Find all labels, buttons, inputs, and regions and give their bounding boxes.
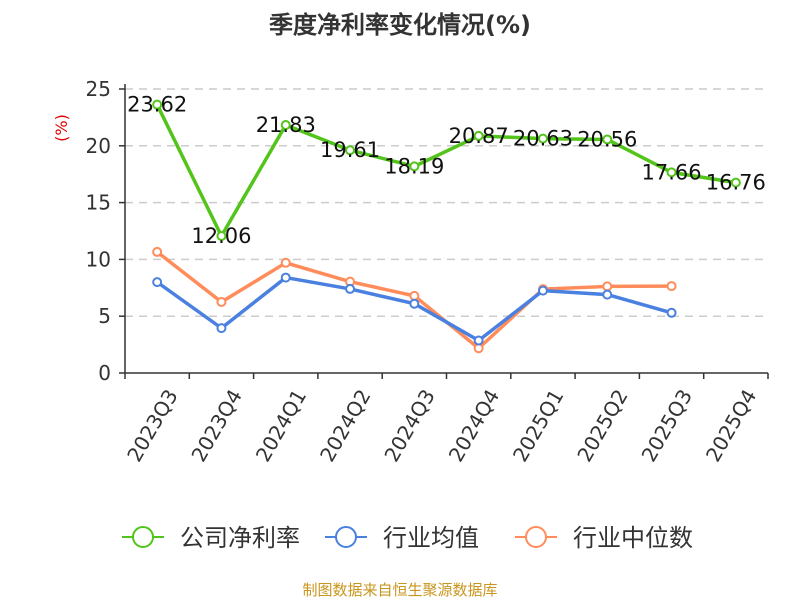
legend-marker-icon [525,526,547,548]
data-label: 21.83 [256,113,316,137]
legend-label: 行业中位数 [573,524,693,552]
data-label: 20.87 [449,124,509,148]
data-label: 23.62 [127,93,187,117]
legend-label: 公司净利率 [180,524,300,552]
y-tick-label: 5 [98,304,111,328]
data-label: 17.66 [641,160,701,184]
data-point [280,120,291,131]
data-point [216,230,227,241]
data-point [216,297,227,307]
x-tick-label: 2025Q2 [572,385,632,466]
data-point [409,290,420,301]
data-point [537,285,548,296]
chart-title: 季度净利率变化情况(%) [269,11,531,39]
data-point [473,335,484,346]
data-point [152,99,163,110]
data-label: 18.19 [384,154,444,178]
x-tick-label: 2024Q4 [444,385,504,466]
data-label: 19.61 [320,138,380,162]
series-line-0 [155,103,737,238]
data-point [730,177,741,188]
x-tick-label: 2025Q1 [508,385,568,466]
legend-marker-icon [132,526,154,548]
data-point [666,307,677,318]
data-point [409,161,420,172]
y-tick-label: 0 [98,361,111,385]
data-point [152,246,163,257]
x-tick-label: 2024Q1 [251,385,311,466]
x-tick-label: 2025Q4 [701,385,761,466]
source-note: 制图数据来自恒生聚源数据库 [302,581,497,599]
data-point [602,289,613,300]
y-tick-label: 15 [86,191,111,215]
data-point [152,277,163,288]
x-tick-label: 2024Q3 [379,385,439,466]
y-tick-label: 25 [86,77,111,101]
data-point [602,134,613,145]
data-point [216,323,227,334]
legend-label: 行业均值 [383,524,479,552]
x-tick-label: 2023Q3 [122,385,182,466]
x-tick-label: 2025Q3 [637,385,697,466]
data-point [280,257,291,268]
legend-marker-icon [335,526,357,548]
data-point [666,281,677,292]
data-point [409,298,420,309]
data-label: 20.63 [513,127,573,151]
x-tick-label: 2024Q2 [315,385,375,466]
data-label: 20.56 [577,127,637,151]
data-point [280,272,291,283]
data-point [537,133,548,144]
y-axis-label: (%) [52,114,71,142]
y-tick-label: 10 [86,247,111,271]
x-tick-label: 2023Q4 [186,385,246,466]
data-point [602,281,613,292]
data-point [666,167,677,178]
y-tick-label: 20 [86,134,111,158]
data-point [473,130,484,141]
data-label: 12.06 [191,224,251,248]
data-label: 16.76 [706,171,766,195]
data-point [345,145,356,156]
data-point [345,283,356,294]
